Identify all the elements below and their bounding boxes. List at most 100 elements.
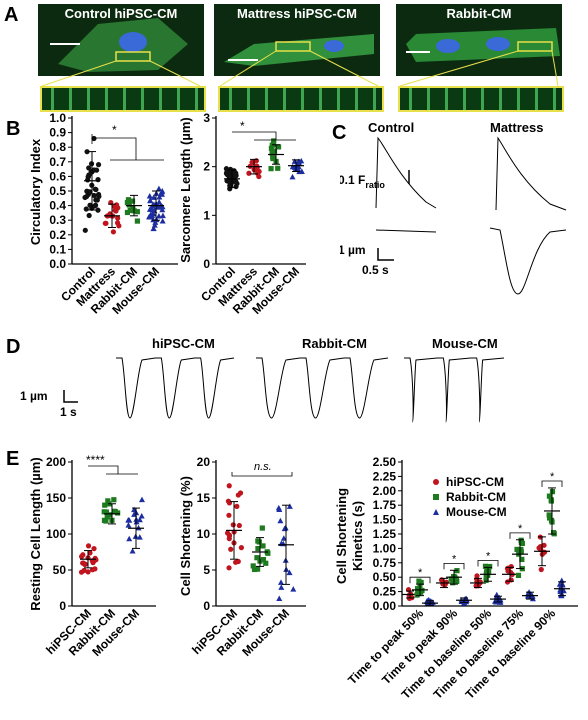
data-point (518, 549, 524, 555)
data-point (275, 165, 281, 171)
data-point (134, 218, 140, 224)
data-point (138, 513, 145, 519)
y-tick-label: 0.7 (49, 155, 66, 169)
data-point (286, 569, 293, 576)
data-point (416, 589, 422, 596)
data-point (255, 545, 261, 552)
data-point (158, 188, 165, 195)
data-point (78, 553, 85, 560)
data-point (125, 197, 132, 203)
shortening-trace-mouse (404, 357, 505, 423)
data-point (155, 212, 162, 219)
y-tick-label: 20 (197, 455, 211, 469)
y-tick-label: 0.1 (49, 242, 66, 256)
data-point (270, 141, 277, 147)
data-point (226, 565, 232, 571)
zoom-inset-mattress (218, 86, 384, 112)
panel-letter-e: E (6, 448, 20, 470)
d-title-mouse: Mouse-CM (432, 336, 498, 351)
data-point (265, 550, 271, 556)
data-point (504, 579, 511, 585)
y-tick-label: 1 (203, 208, 210, 222)
data-point (418, 579, 424, 586)
calcium-trace-control (375, 136, 437, 209)
data-point (547, 515, 553, 521)
data-point (115, 215, 121, 221)
plot-circulatory-index: Circulatory Index 0.00.10.20.30.40.50.60… (28, 112, 178, 317)
data-point (546, 493, 553, 499)
sig-stars-resting: **** (86, 453, 105, 467)
y-tick-label: 5 (203, 563, 210, 577)
data-point (255, 566, 261, 572)
data-point (493, 598, 500, 605)
micrograph-title-rabbit: Rabbit-CM (446, 6, 512, 21)
y-tick-label: 0 (59, 599, 66, 613)
data-point (278, 584, 285, 590)
y-tick-label: 100 (46, 527, 66, 541)
data-point (255, 538, 261, 544)
data-point (147, 197, 154, 204)
y-tick-label: 0.75 (373, 556, 397, 570)
data-point (508, 563, 514, 570)
legend-kinetics: hiPSC-CM Rabbit-CM Mouse-CM (433, 475, 507, 519)
legend-hipsc: hiPSC-CM (446, 475, 504, 489)
data-point (226, 512, 232, 518)
data-point (155, 185, 162, 192)
shortening-trace-control (375, 229, 437, 233)
data-point (149, 212, 156, 218)
data-point (85, 174, 91, 180)
y-tick-label: 1.25 (373, 527, 397, 541)
data-point (91, 546, 97, 552)
data-point (114, 202, 120, 208)
data-point (246, 170, 252, 176)
data-point (136, 534, 143, 540)
y-tick-label: 0.0 (49, 257, 66, 271)
data-point (228, 546, 234, 552)
data-point (133, 518, 140, 525)
data-point (129, 198, 136, 204)
data-point (156, 199, 163, 205)
data-point (83, 193, 90, 200)
data-point (254, 555, 260, 561)
panel-d-traces: hiPSC-CM Rabbit-CM Mouse-CM 1 µm 1 s (20, 336, 505, 423)
trace-title-control: Control (368, 120, 414, 135)
data-point (95, 177, 101, 183)
data-point (159, 212, 166, 219)
c-time-scale: 0.5 s (362, 263, 389, 277)
data-point (251, 566, 258, 573)
data-point (106, 512, 112, 518)
data-point (450, 580, 456, 586)
data-point (275, 144, 282, 150)
data-point (110, 229, 117, 235)
data-point (101, 517, 108, 523)
data-point (289, 173, 296, 180)
data-point (559, 581, 566, 588)
data-point (263, 560, 269, 566)
data-point (87, 189, 93, 195)
data-point (138, 496, 145, 503)
sig-star-kinetics: * (418, 567, 423, 579)
data-point (286, 503, 293, 509)
panel-letter-d: D (6, 336, 21, 358)
data-point (156, 194, 163, 200)
data-point (87, 550, 93, 556)
panel-letter-b: B (6, 118, 21, 140)
y-tick-label: 0.9 (49, 126, 66, 140)
y-tick-label: 15 (197, 491, 211, 505)
data-point (94, 167, 100, 173)
data-point (102, 220, 108, 226)
y-tick-label: 1.75 (373, 498, 397, 512)
data-point (234, 503, 240, 509)
micrograph-title-mattress: Mattress hiPSC-CM (237, 6, 357, 21)
data-point (95, 162, 102, 168)
trace-title-mattress: Mattress (490, 120, 543, 135)
plot-shortening-kinetics: Cell Shortening Kinetics (s) 0.000.250.5… (334, 455, 578, 702)
data-point (84, 149, 90, 155)
y-tick-label: 2.25 (373, 469, 397, 483)
data-point (146, 206, 153, 212)
data-point (538, 566, 544, 573)
data-point (484, 568, 491, 574)
data-point (124, 209, 131, 216)
d-title-rabbit: Rabbit-CM (302, 336, 367, 351)
micrograph-title-control: Control hiPSC-CM (64, 6, 178, 21)
